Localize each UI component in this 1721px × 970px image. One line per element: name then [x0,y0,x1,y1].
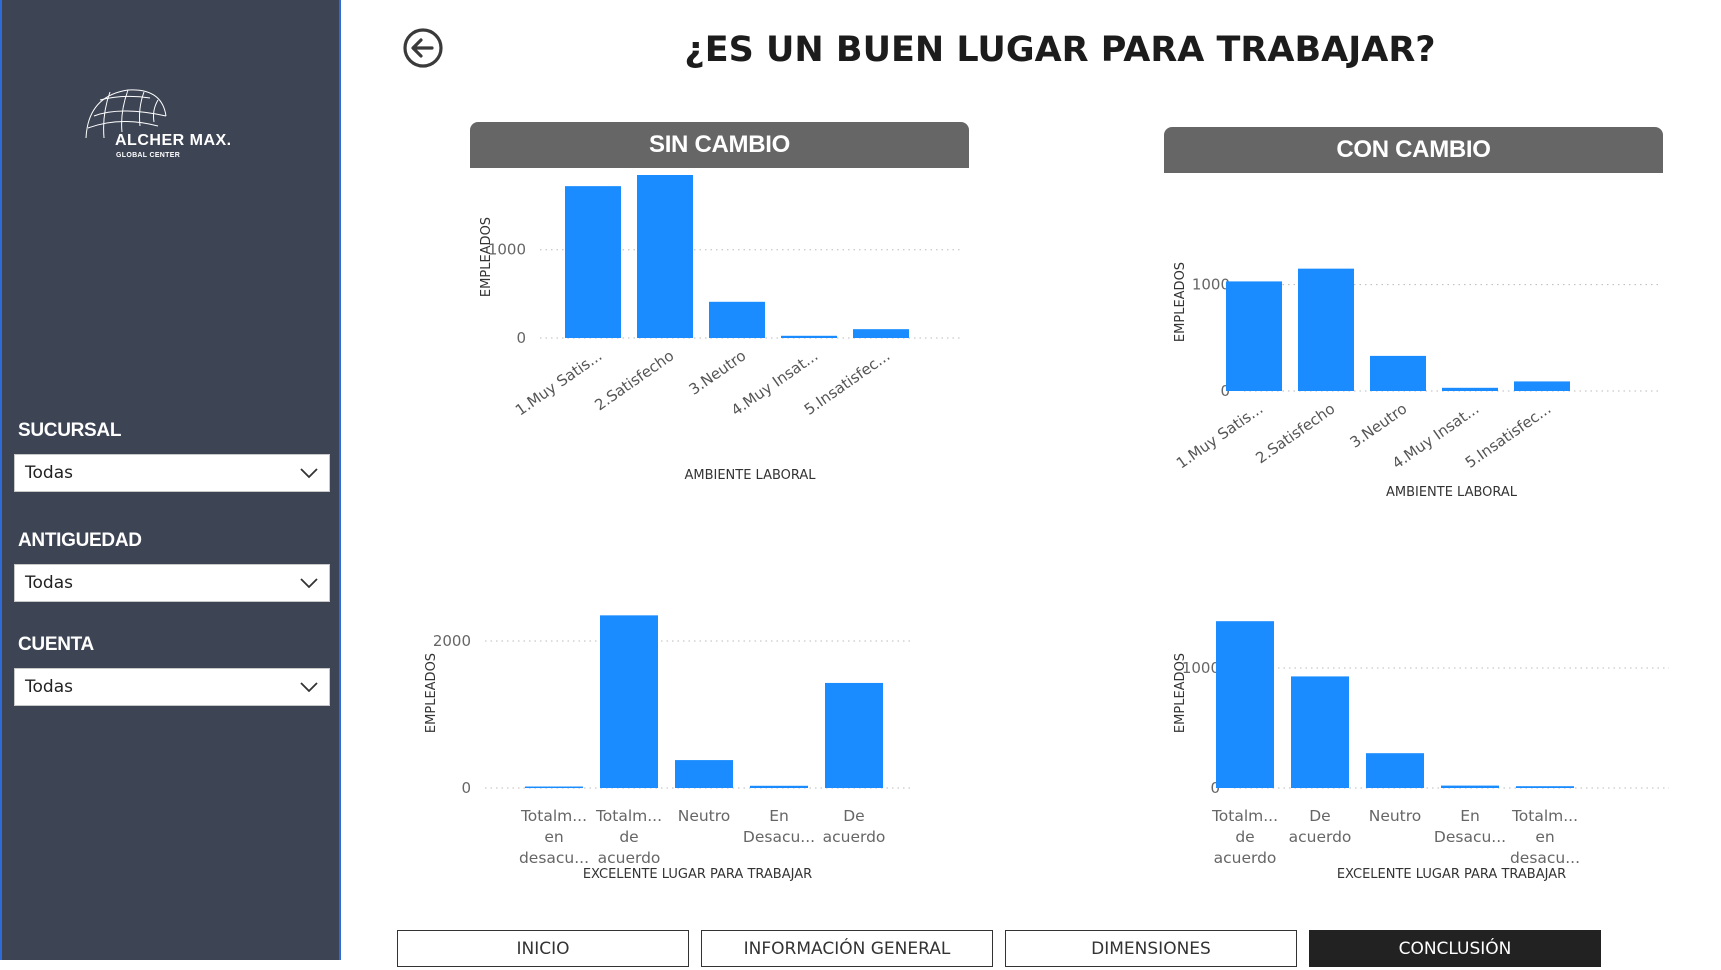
x-tick-label: Totalm... [520,807,587,825]
x-tick-label: Totalm... [1211,807,1278,825]
bar [600,615,658,788]
x-tick-label: acuerdo [1214,849,1277,867]
bar [1291,676,1349,788]
x-tick-label: de [619,828,638,846]
cuenta-dropdown[interactable]: Todas [14,668,330,706]
bar [637,175,693,338]
bar [781,335,837,338]
y-tick-label: 0 [1210,779,1220,797]
bar [1516,786,1574,788]
chart-con-cambio-excelente-lugar: 0 1000 Totalm... de acuerdo De acuerdo Neutro En… [1173,621,1669,882]
x-tick-label: acuerdo [823,828,886,846]
bar [750,785,808,788]
nav-conclusion-button[interactable]: CONCLUSIÓN [1309,930,1601,967]
logo-subtitle: GLOBAL CENTER [116,152,181,159]
x-tick-label: En [1460,807,1480,825]
x-tick-label: 3.Neutro [1347,400,1411,452]
x-tick-label: Desacu... [1434,828,1506,846]
globe-icon [85,89,167,139]
bar [825,682,883,788]
chevron-down-icon [300,682,318,693]
x-tick-label: 3.Neutro [686,347,750,399]
filter-label-antiguedad: ANTIGUEDAD [18,530,142,551]
y-axis-title: EMPLEADOS [479,217,494,297]
y-axis-title: EMPLEADOS [424,653,439,733]
bar [525,786,583,789]
y-tick-label: 0 [1220,382,1230,400]
y-axis-title: EMPLEADOS [1173,653,1188,733]
filter-label-cuenta: CUENTA [18,634,94,655]
page-title: ¿ES UN BUEN LUGAR PARA TRABAJAR? [684,30,1436,70]
x-tick-label: De [843,807,864,825]
x-tick-label: en [1535,828,1554,846]
x-tick-label: Totalm... [1511,807,1578,825]
x-tick-label: Neutro [1369,807,1422,825]
x-tick-label: desacu... [519,849,589,867]
sucursal-value: Todas [25,463,73,483]
sucursal-dropdown[interactable]: Todas [14,454,330,492]
x-tick-label: 1.Muy Satis... [512,347,605,420]
x-tick-label: En [769,807,789,825]
section-header-con-cambio: CON CAMBIO [1164,127,1663,173]
bar [709,301,765,338]
bar [1441,785,1499,788]
company-logo: ALCHER MAX. GLOBAL CENTER [80,86,270,166]
nav-dimensiones-button[interactable]: DIMENSIONES [1005,930,1297,967]
x-tick-label: Neutro [678,807,731,825]
section-header-sin-cambio: SIN CAMBIO [470,122,969,168]
bar [1298,268,1354,391]
x-tick-label: De [1309,807,1330,825]
y-axis-title: EMPLEADOS [1173,262,1188,342]
nav-inicio-button[interactable]: INICIO [397,930,689,967]
bar [1216,621,1274,788]
bar [1370,355,1426,391]
nav-informacion-general-button[interactable]: INFORMACIÓN GENERAL [701,930,993,967]
logo-name: ALCHER MAX. [115,132,232,149]
x-tick-label: 2.Satisfecho [1252,400,1338,468]
bar [1366,753,1424,788]
y-tick-label: 1000 [1192,276,1230,294]
bar [1442,387,1498,391]
x-tick-label: 1.Muy Satis... [1173,400,1266,473]
x-axis-title: EXCELENTE LUGAR PARA TRABAJAR [1337,867,1566,882]
back-arrow-icon[interactable] [402,27,444,69]
filter-label-sucursal: SUCURSAL [18,420,122,441]
y-tick-label: 0 [516,329,526,347]
y-tick-label: 2000 [433,632,471,650]
y-tick-label: 0 [461,779,471,797]
x-tick-label: Totalm... [595,807,662,825]
x-axis-title: AMBIENTE LABORAL [1386,485,1518,500]
antiguedad-dropdown[interactable]: Todas [14,564,330,602]
x-tick-label: de [1235,828,1254,846]
x-tick-label: Desacu... [743,828,815,846]
chevron-down-icon [300,468,318,479]
cuenta-value: Todas [25,677,73,697]
bar [853,329,909,338]
chart-sin-cambio-excelente-lugar: 0 2000 Totalm... en desacu... Totalm... de acue… [424,615,910,882]
bar [565,186,621,338]
chart-sin-cambio-ambiente-laboral: 0100020001.Muy Satis...2.Satisfecho3.Neu… [479,175,960,483]
bar [1514,381,1570,391]
x-tick-label: acuerdo [598,849,661,867]
x-tick-label: 2.Satisfecho [591,347,677,415]
y-tick-label: 1000 [1182,659,1220,677]
antiguedad-value: Todas [25,573,73,593]
x-tick-label: acuerdo [1289,828,1352,846]
bar [1226,281,1282,391]
chevron-down-icon [300,578,318,589]
sidebar: ALCHER MAX. GLOBAL CENTER SUCURSAL Todas… [0,0,341,960]
bar [675,760,733,788]
x-axis-title: EXCELENTE LUGAR PARA TRABAJAR [583,867,812,882]
y-tick-label: 1000 [488,241,526,259]
x-tick-label: desacu... [1510,849,1580,867]
x-axis-title: AMBIENTE LABORAL [684,468,816,483]
x-tick-label: en [544,828,563,846]
